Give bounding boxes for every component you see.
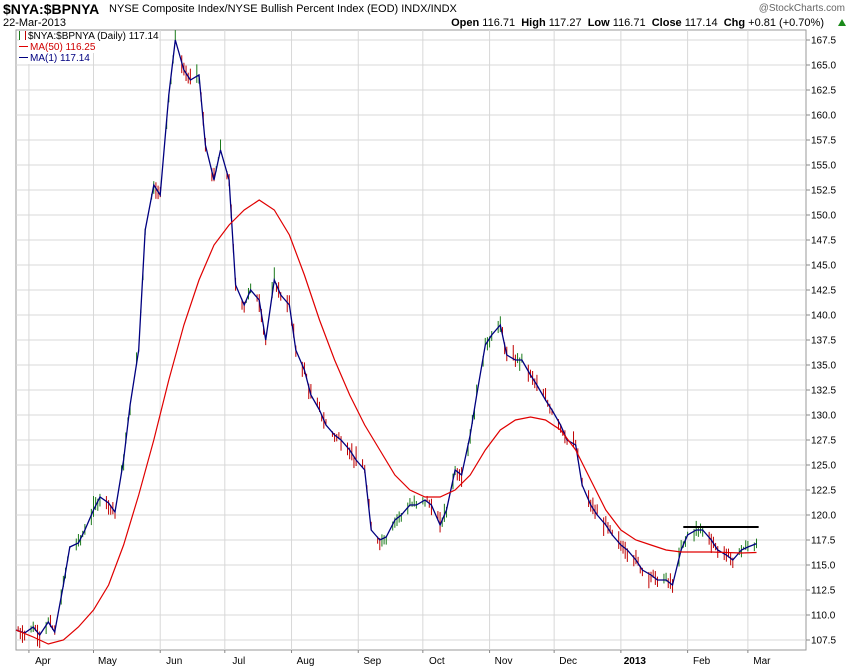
site-credit: @StockCharts.com xyxy=(758,3,845,14)
low-value: 116.71 xyxy=(612,17,646,29)
x-tick-label: Dec xyxy=(559,656,577,667)
y-tick-label: 152.5 xyxy=(811,186,836,197)
chart-symbol: $NYA:$BPNYA xyxy=(3,1,100,17)
x-tick-label: Oct xyxy=(429,656,445,667)
ohlc-readout: Open 116.71 High 117.27 Low 116.71 Close… xyxy=(451,17,824,29)
ma50-line xyxy=(15,199,757,645)
up-arrow-icon xyxy=(838,19,846,26)
y-tick-label: 165.0 xyxy=(811,61,836,72)
y-tick-label: 112.5 xyxy=(811,586,836,597)
chart-description: NYSE Composite Index/NYSE Bullish Percen… xyxy=(109,3,457,15)
y-tick-label: 160.0 xyxy=(811,111,836,122)
y-tick-label: 155.0 xyxy=(811,161,836,172)
y-tick-label: 120.0 xyxy=(811,511,836,522)
x-tick-label: Jul xyxy=(232,656,245,667)
x-tick-label: Aug xyxy=(297,656,315,667)
y-tick-label: 107.5 xyxy=(811,636,836,647)
red-line-icon xyxy=(19,46,28,47)
x-tick-label: Apr xyxy=(35,656,51,667)
legend-main: $NYA:$BPNYA (Daily) 117.14 xyxy=(19,31,159,42)
x-tick-label: Mar xyxy=(753,656,771,667)
x-tick-label: Jun xyxy=(166,656,182,667)
open-value: 116.71 xyxy=(482,17,516,29)
y-tick-label: 125.0 xyxy=(811,461,836,472)
y-tick-label: 147.5 xyxy=(811,236,836,247)
y-tick-label: 157.5 xyxy=(811,136,836,147)
legend-ma50-label: MA(50) 116.25 xyxy=(30,42,96,53)
close-value: 117.14 xyxy=(684,17,718,29)
x-tick-label: Nov xyxy=(495,656,513,667)
x-tick-label: 2013 xyxy=(624,656,647,667)
legend-ma1: MA(1) 117.14 xyxy=(19,53,90,64)
legend-main-label: $NYA:$BPNYA (Daily) 117.14 xyxy=(28,31,159,42)
ma1-line xyxy=(15,39,757,637)
y-tick-label: 110.0 xyxy=(811,611,836,622)
legend-ma50: MA(50) 116.25 xyxy=(19,42,96,53)
y-tick-label: 122.5 xyxy=(811,486,836,497)
y-tick-label: 142.5 xyxy=(811,286,836,297)
y-tick-label: 167.5 xyxy=(811,36,836,47)
x-tick-label: May xyxy=(98,656,117,667)
close-label: Close xyxy=(651,17,682,29)
y-tick-label: 135.0 xyxy=(811,361,836,372)
blue-line-icon xyxy=(19,57,28,58)
open-label: Open xyxy=(451,17,480,29)
chg-label: Chg xyxy=(723,17,746,29)
y-tick-label: 162.5 xyxy=(811,86,836,97)
low-label: Low xyxy=(587,17,610,29)
legend-ma1-label: MA(1) 117.14 xyxy=(30,53,90,64)
chg-value: +0.81 (+0.70%) xyxy=(748,17,824,29)
y-tick-label: 130.0 xyxy=(811,411,836,422)
y-tick-label: 132.5 xyxy=(811,386,836,397)
y-tick-label: 117.5 xyxy=(811,536,836,547)
high-label: High xyxy=(521,17,546,29)
x-tick-label: Sep xyxy=(363,656,381,667)
y-tick-label: 145.0 xyxy=(811,261,836,272)
y-tick-label: 150.0 xyxy=(811,211,836,222)
chart-date: 22-Mar-2013 xyxy=(3,17,66,29)
x-tick-label: Feb xyxy=(693,656,711,667)
y-tick-label: 127.5 xyxy=(811,436,836,447)
y-tick-label: 140.0 xyxy=(811,311,836,322)
y-tick-label: 115.0 xyxy=(811,561,836,572)
ohlc-bar-icon xyxy=(19,31,26,40)
y-tick-label: 137.5 xyxy=(811,336,836,347)
high-value: 117.27 xyxy=(548,17,582,29)
